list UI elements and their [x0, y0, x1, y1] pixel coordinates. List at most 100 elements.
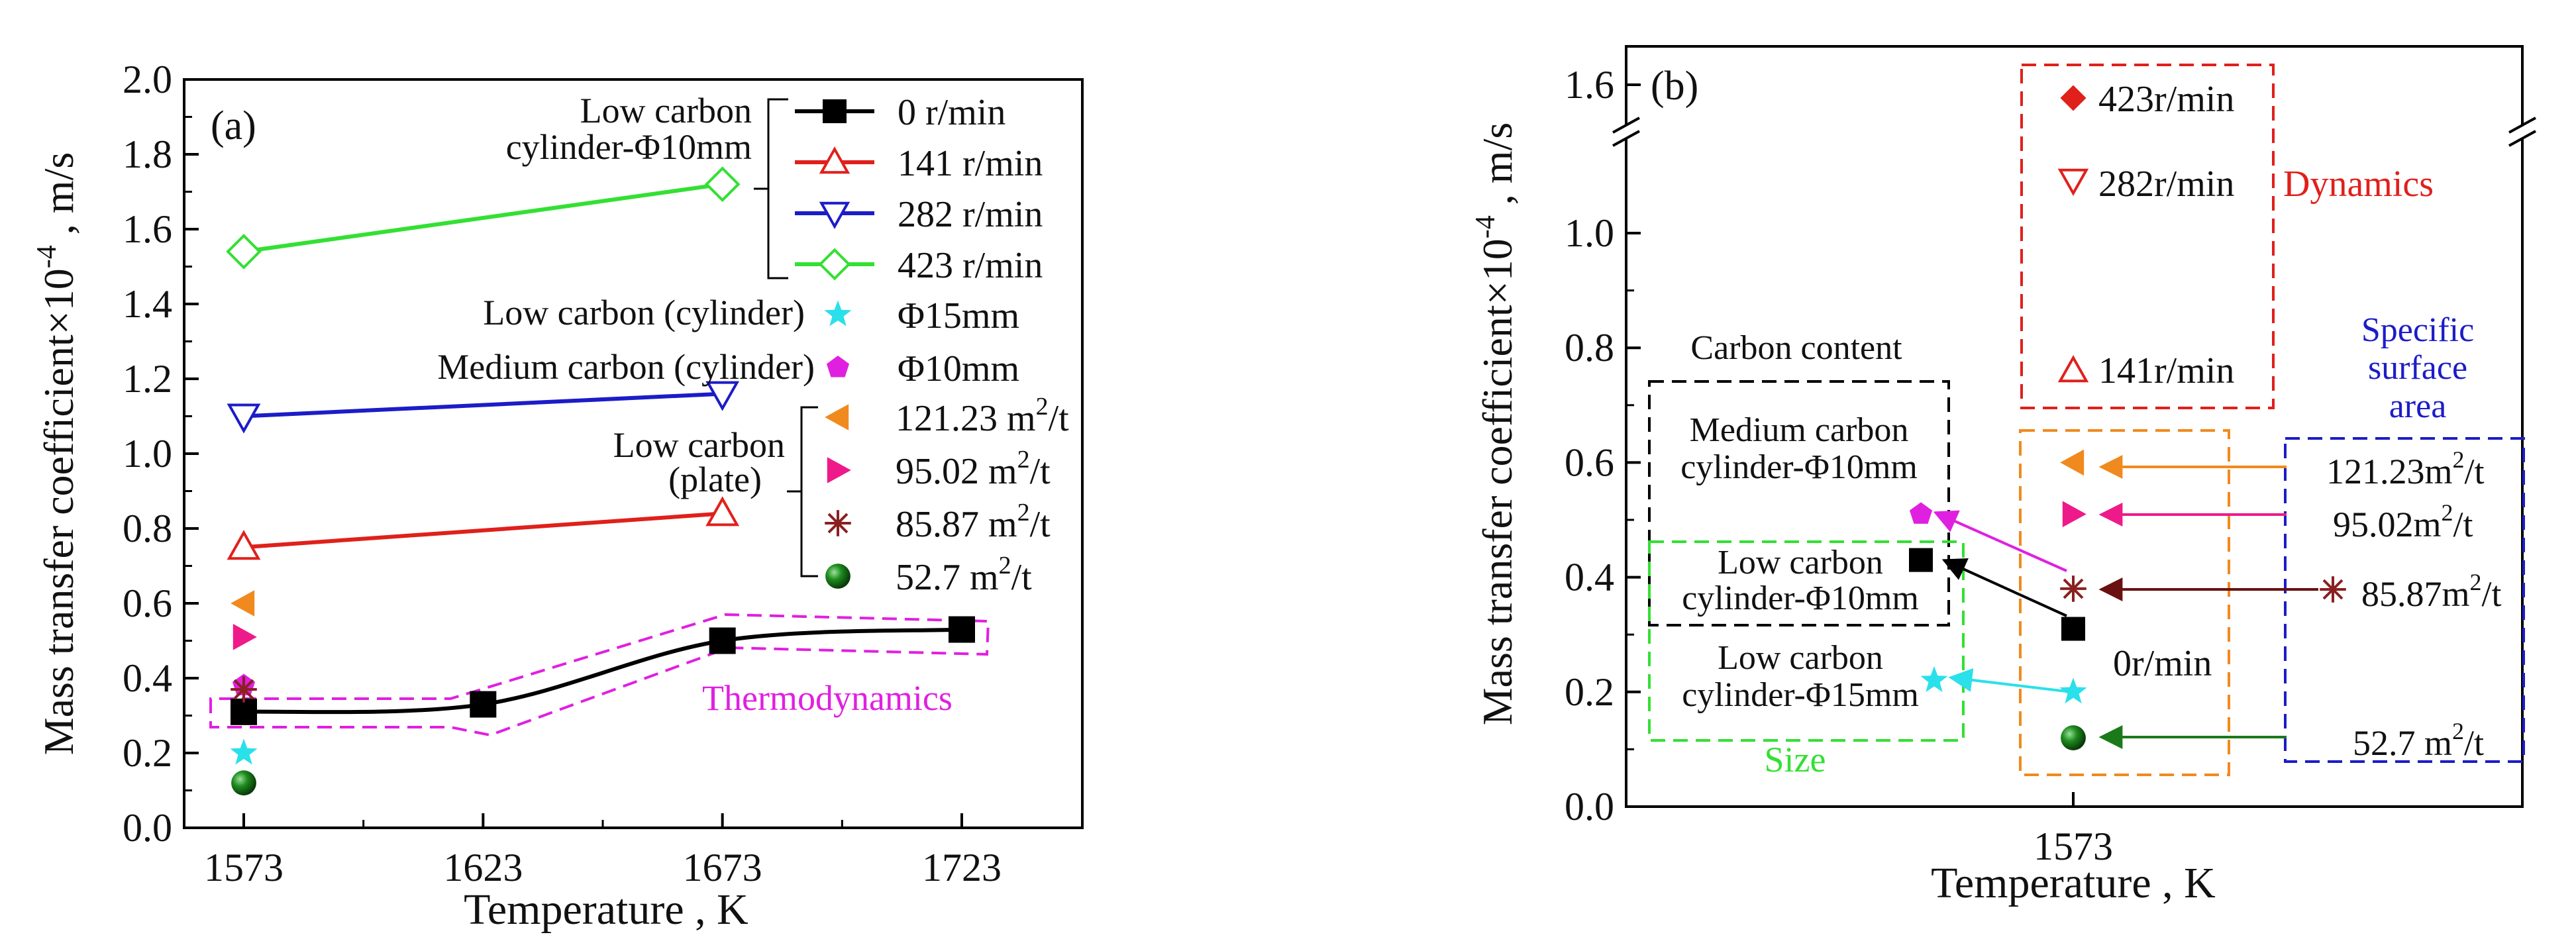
panel-b: 0.0 0.2 0.4 0.6 0.8 1.0 1.6 1573 (b) Mass tran…	[1470, 45, 2536, 907]
legend-marker	[824, 300, 852, 326]
legend-plate-line1: Low carbon	[613, 425, 785, 465]
data-point	[949, 616, 975, 643]
data-point	[227, 403, 261, 434]
medium-carbon-l1: Medium carbon	[1690, 411, 1909, 449]
data-point	[231, 698, 257, 725]
legend-text: 85.87 m2/t	[896, 499, 1051, 545]
ssa-value-label: 121.23m2/t	[2326, 446, 2485, 491]
arrow-low10	[1941, 558, 2067, 617]
panel-label-b: (b)	[1651, 64, 1698, 109]
ssa-value-label: 95.02m2/t	[2333, 499, 2473, 544]
y-tick-label-a: 1.4	[123, 282, 172, 326]
speed-box	[2019, 429, 2230, 776]
rpm-282-label: 282r/min	[2098, 164, 2234, 205]
data-point	[709, 627, 736, 654]
data-point	[2057, 168, 2089, 196]
low-carbon-15-l2: cylinder-Φ15mm	[1682, 676, 1919, 714]
data-point	[470, 691, 497, 718]
data-point	[2061, 725, 2086, 750]
data-point	[2057, 82, 2089, 114]
carbon-content-box	[1648, 380, 1950, 626]
x-tick-label-a: 1673	[683, 846, 762, 889]
legend-text: 0 r/min	[898, 92, 1005, 133]
series-line-2	[243, 391, 723, 419]
arrow-medium	[1933, 510, 2067, 572]
y-tick-label-a: 1.2	[123, 357, 172, 401]
y-tick-label-a: 0.4	[123, 656, 172, 700]
y-tick-label-a: 0.8	[123, 507, 172, 550]
dynamics-box	[2020, 64, 2275, 409]
y-tick-label-a: 0.0	[123, 806, 172, 850]
medium-carbon-l2: cylinder-Φ10mm	[1680, 448, 1918, 486]
legend-group1-line2: cylinder-Φ10mm	[506, 127, 752, 167]
legend-marker	[2320, 576, 2346, 603]
legend-bracket-rpm	[754, 98, 788, 279]
dynamics-label: Dynamics	[2283, 164, 2434, 205]
data-point	[226, 234, 262, 270]
legend-low-cyl-label: Low carbon (cylinder)	[483, 293, 805, 332]
data-point	[2060, 449, 2085, 476]
ssa-l1: Specific	[2361, 311, 2474, 349]
y-tick-label-b: 0.6	[1565, 440, 1614, 484]
carbon-content-label: Carbon content	[1690, 329, 1902, 367]
legend-marker	[818, 248, 851, 281]
data-point	[704, 166, 741, 203]
ssa-value-label: 85.87m2/t	[2361, 569, 2502, 614]
x-tick-label-b: 1573	[2034, 825, 2113, 868]
panel-label-a: (a)	[211, 103, 256, 148]
series-line-3	[243, 182, 723, 254]
data-point	[705, 381, 740, 411]
surface-area-box	[2284, 437, 2525, 763]
data-point	[230, 738, 258, 765]
legend-marker	[823, 99, 847, 123]
thermodynamics-envelope	[209, 613, 990, 737]
axis-break-left	[1612, 117, 1640, 147]
y-tick-label-b: 1.6	[1565, 63, 1614, 107]
panel-a: 0.0 0.2 0.4 0.6 0.8 1.0 1.2 1.4 1.6 1.8 2.0 1573 16…	[32, 58, 1084, 934]
legend-marker	[819, 146, 850, 174]
legend-bracket-plate	[787, 406, 818, 577]
legend-marker	[825, 510, 851, 536]
legend-text: Φ10mm	[898, 348, 1019, 389]
data-point	[2057, 355, 2089, 383]
y-tick-label-a: 1.0	[123, 432, 172, 476]
y-tick-label-b: 0.2	[1565, 670, 1614, 714]
data-point	[231, 770, 256, 796]
y-tick-label-b: 1.0	[1565, 211, 1614, 255]
low-carbon-15-l1: Low carbon	[1718, 639, 1883, 677]
legend-text: 52.7 m2/t	[896, 552, 1032, 598]
axis-break-right	[2508, 117, 2536, 147]
ssa-l2: surface	[2368, 349, 2467, 387]
data-point	[1920, 666, 1948, 692]
ssa-value-label: 52.7 m2/t	[2353, 718, 2484, 763]
legend-text: 121.23 m2/t	[896, 393, 1069, 439]
y-axis-label-a: Mass transfer coefficient×10-4 , m/s	[32, 152, 82, 756]
data-point	[231, 590, 255, 617]
data-point	[1909, 548, 1933, 572]
legend-marker	[824, 353, 852, 379]
rpm-423-label: 423r/min	[2098, 79, 2234, 120]
data-point	[1907, 499, 1935, 526]
data-point	[2062, 501, 2087, 528]
data-point	[227, 530, 261, 560]
legend-group1-line1: Low carbon	[580, 91, 752, 130]
legend-marker	[819, 201, 850, 229]
data-point	[231, 676, 257, 703]
size-label: Size	[1765, 740, 1826, 779]
data-point	[2061, 617, 2085, 641]
data-point	[2059, 677, 2087, 704]
legend-text: 282 r/min	[898, 194, 1043, 235]
legend-plate-line2: (plate)	[668, 460, 762, 499]
x-tick-label-a: 1623	[443, 846, 523, 889]
y-tick-label-a: 1.8	[123, 132, 172, 176]
x-tick-label-a: 1723	[922, 846, 1002, 889]
x-axis-label-a: Temperature , K	[464, 885, 748, 934]
y-tick-label-b: 0.0	[1565, 785, 1614, 828]
legend-text: 423 r/min	[898, 245, 1043, 286]
legend-text: 95.02 m2/t	[896, 446, 1051, 492]
legend-marker	[827, 457, 851, 483]
series-line-0rpm	[243, 627, 962, 715]
x-tick-label-a: 1573	[204, 846, 283, 889]
size-box	[1648, 540, 1965, 742]
